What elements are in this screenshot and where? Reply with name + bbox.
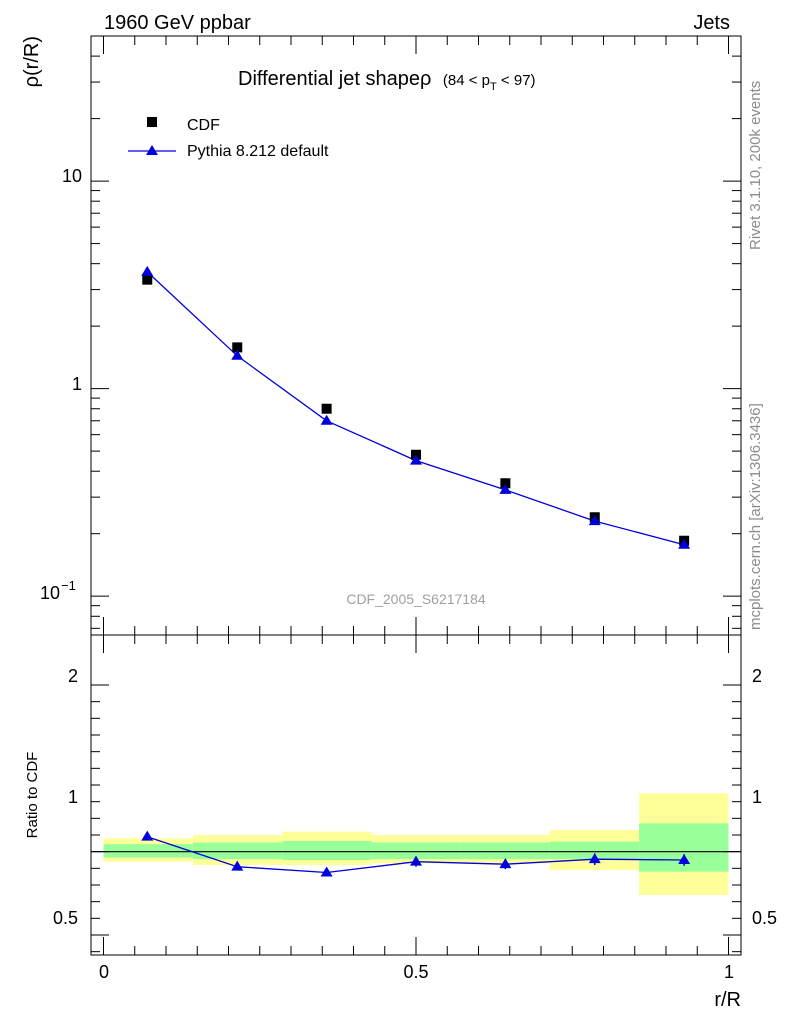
y-tick-label-1: 1 [72,374,82,394]
ratio-plot-frame [90,634,742,956]
pythia-data-point [499,483,512,494]
x-tick-label-1: 1 [724,962,734,982]
header-process-label: Jets [693,12,730,34]
pythia-data-point [141,265,154,276]
ratio-band-green [282,840,372,860]
ratio-data-point [320,866,333,877]
rivet-version-label: Rivet 3.1.10, 200k events [747,81,764,250]
legend-pythia-marker [146,145,158,155]
pythia-data-point [410,454,422,465]
main-title-text: Differential jet shapeρ [238,68,431,90]
legend-pythia-label: Pythia 8.212 default [187,143,329,160]
pythia-series-line [146,271,685,546]
ratio-axis-ticks [91,635,741,955]
x-tick-label-0: 0 [99,962,109,982]
main-y-axis-label: ρ(r/R) [21,36,43,87]
ratio-data-layer [141,830,691,877]
y-tick-label-0.1-exponent: −1 [61,578,76,593]
ratio-y-tick-1-right: 1 [752,787,762,807]
ratio-data-point [141,830,154,841]
pythia-data-point [678,538,691,549]
ratio-data-point [410,855,422,866]
ratio-y-tick-0.5: 0.5 [53,908,78,928]
ratio-data-point [588,853,601,864]
main-axis-ticks [91,35,741,635]
ratio-band-green [192,842,283,860]
main-title-end: < 97) [497,72,536,89]
ratio-band-green [103,844,193,858]
pythia-data-point [588,515,601,526]
ratio-data-point [499,858,512,869]
ratio-y-tick-1: 1 [68,787,78,807]
ratio-y-axis-label: Ratio to CDF [24,752,41,839]
y-tick-label-10: 10 [62,166,82,186]
legend-cdf-marker [147,117,157,127]
ratio-y-tick-0.5-right: 0.5 [752,908,777,928]
ratio-data-point [231,860,244,871]
y-tick-label-0.1-base: 10 [40,583,60,603]
ratio-band-green [549,841,640,860]
ratio-band-green [371,842,461,860]
legend: CDF Pythia 8.212 default [128,117,329,160]
cdf-data-point [142,274,153,285]
analysis-watermark: CDF_2005_S6217184 [346,591,486,607]
ratio-uncertainty-bands [91,793,741,895]
ratio-y-tick-2: 2 [68,666,78,686]
ratio-band-green [460,842,550,860]
mcplots-label: mcplots.cern.ch [arXiv:1306.3436] [747,403,764,630]
main-data-layer [141,265,691,549]
x-axis-label: r/R [714,989,741,1011]
ratio-y-tick-2-right: 2 [752,666,762,686]
main-title-subscript: T [490,81,497,93]
header-energy-label: 1960 GeV ppbar [104,12,251,34]
cdf-data-point [321,403,332,414]
pythia-data-point [320,414,333,425]
cdf-data-point [232,342,243,353]
pythia-data-point [231,349,244,360]
ratio-data-point [678,854,691,864]
main-title-suffix: (84 < p [443,72,490,89]
cdf-data-point [500,478,511,489]
main-plot-title: Differential jet shapeρ (84 < pT < 97) [238,68,536,93]
legend-cdf-label: CDF [187,117,220,134]
x-tick-label-0.5: 0.5 [403,962,428,982]
